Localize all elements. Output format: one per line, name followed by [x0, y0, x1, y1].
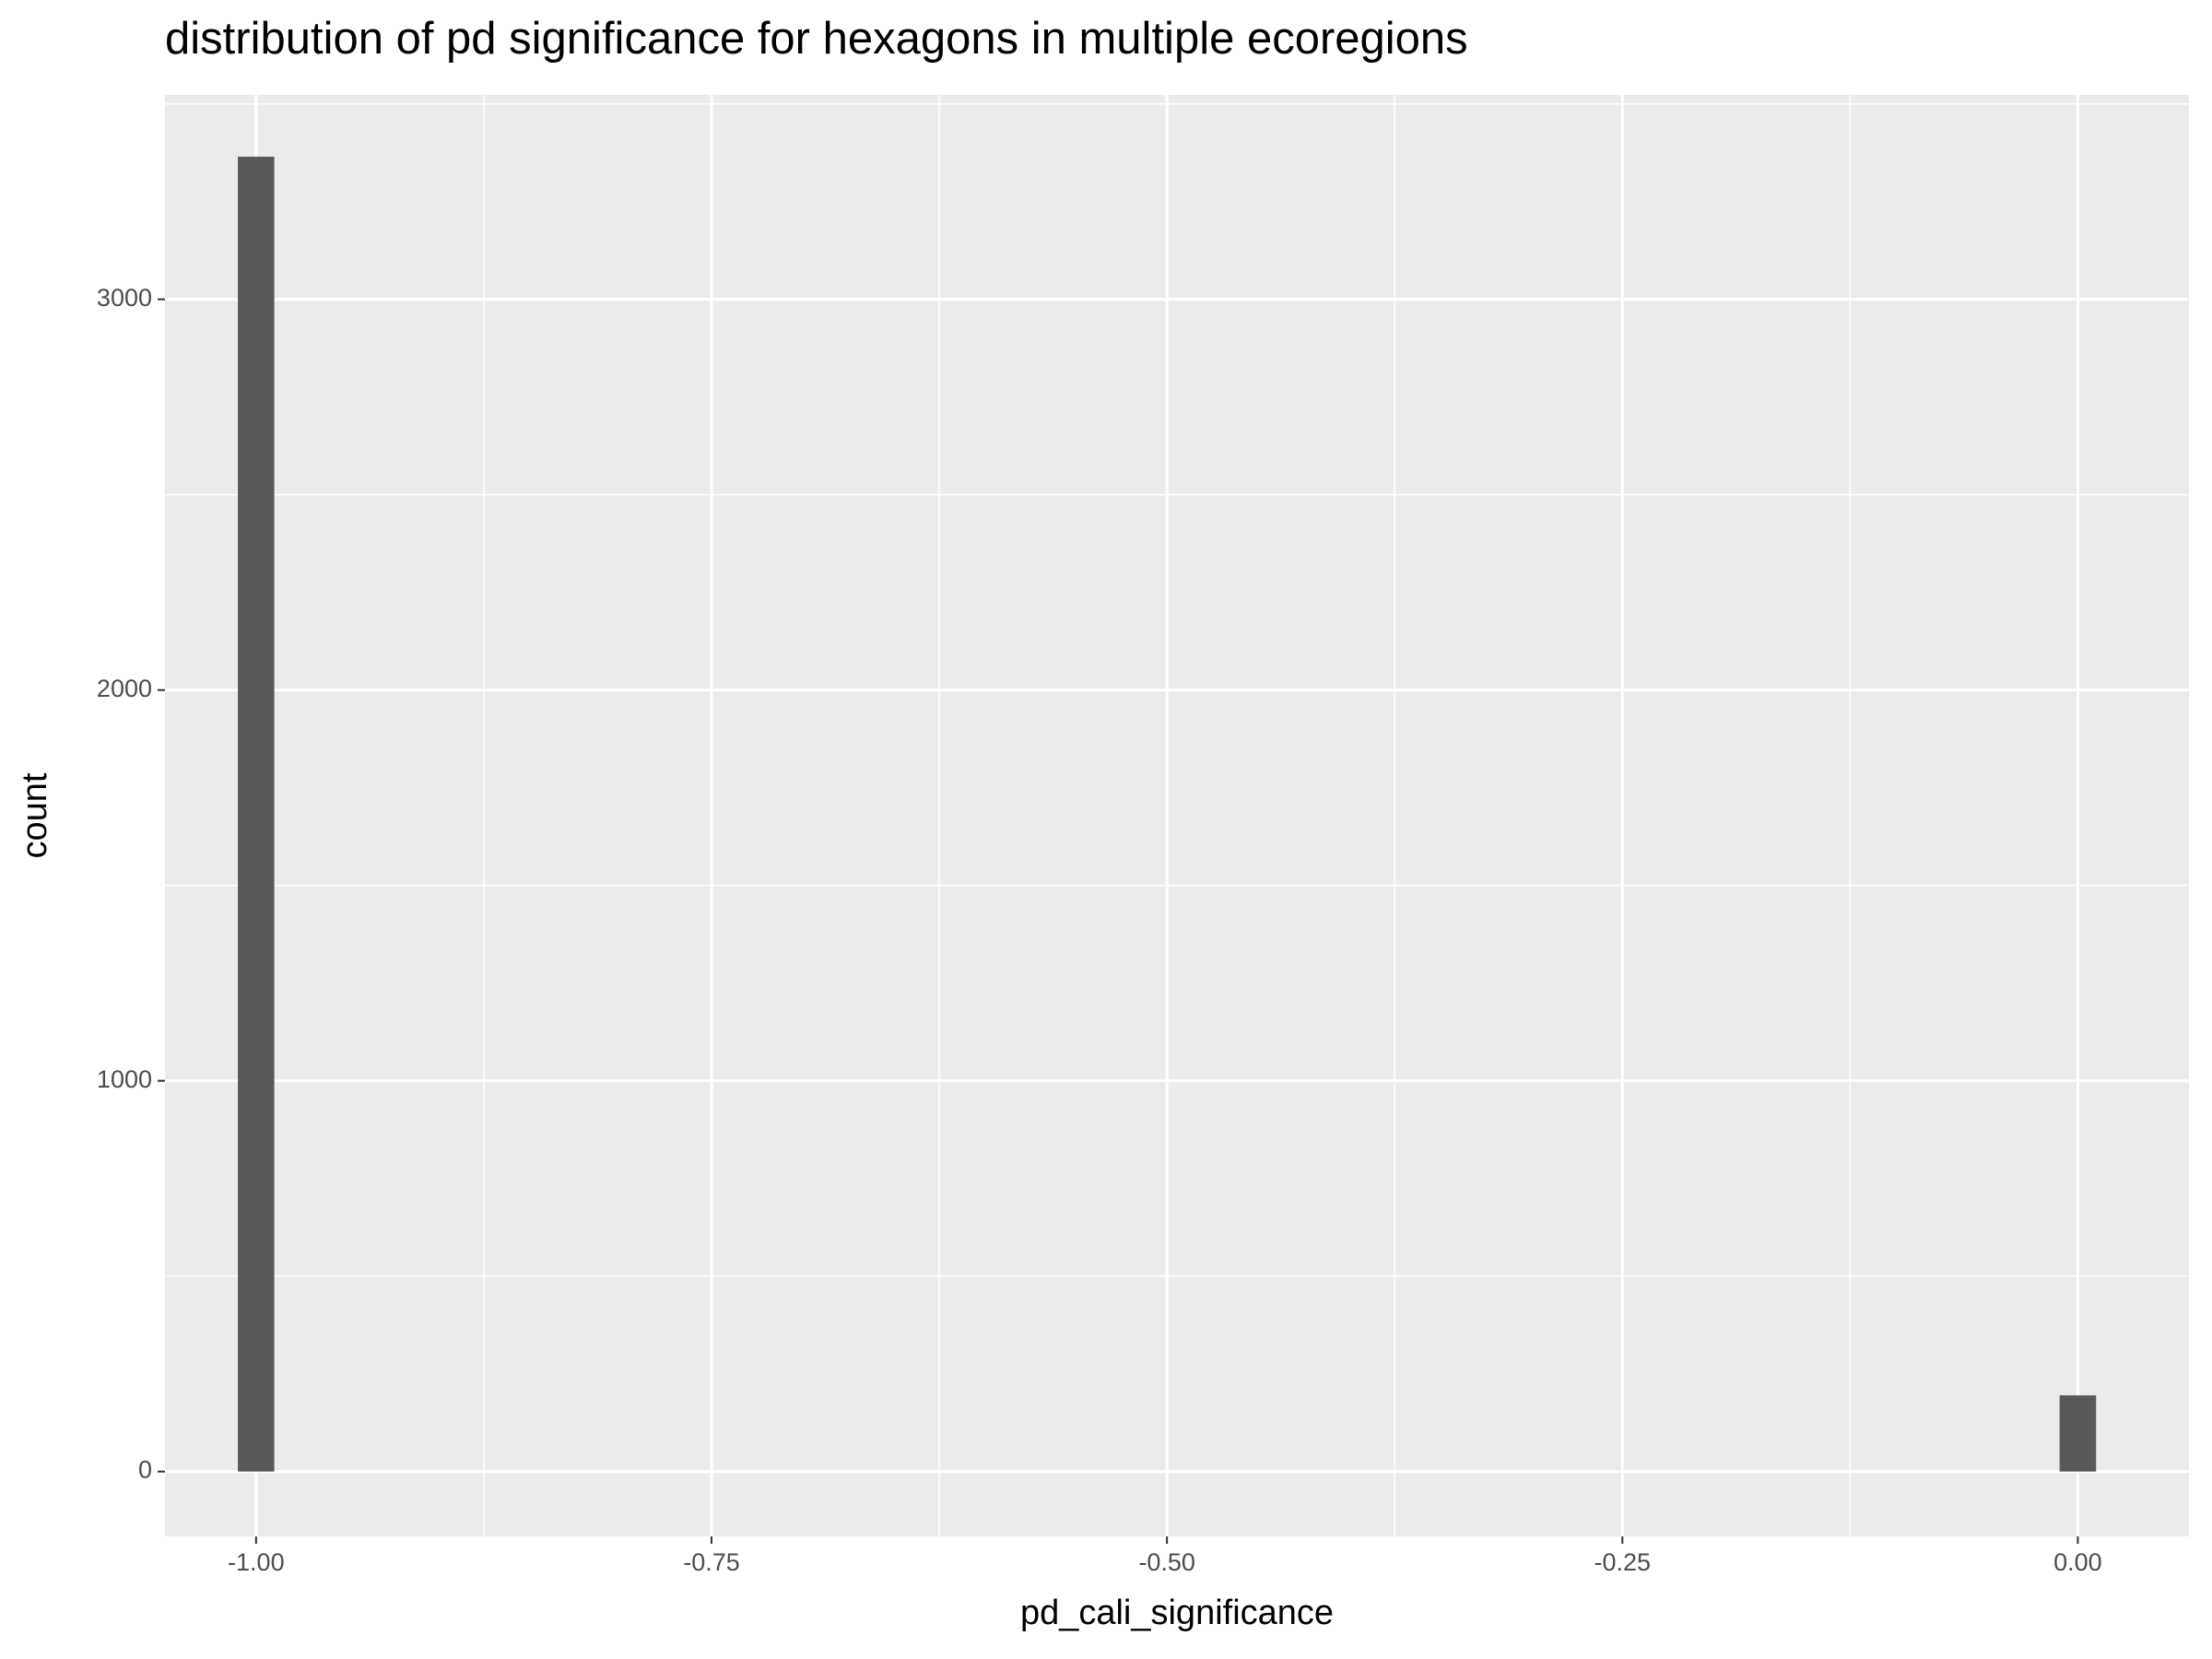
x-axis-title: pd_cali_significance — [1020, 1594, 1334, 1632]
panel — [165, 95, 2189, 1536]
y-tick-label: 1000 — [97, 1065, 152, 1093]
y-tick-label: 0 — [138, 1456, 152, 1484]
x-tick-label: -0.75 — [683, 1548, 740, 1576]
x-tick-label: -1.00 — [228, 1548, 285, 1576]
x-tick-label: 0.00 — [2053, 1548, 2102, 1576]
y-tick-label: 3000 — [97, 284, 152, 312]
bar — [2059, 1394, 2097, 1472]
y-axis-title: count — [16, 772, 54, 858]
bar — [238, 156, 275, 1472]
y-tick-label: 2000 — [97, 675, 152, 702]
x-tick-label: -0.50 — [1138, 1548, 1195, 1576]
chart-title: distribution of pd significance for hexa… — [165, 14, 1468, 64]
x-tick-label: -0.25 — [1594, 1548, 1652, 1576]
